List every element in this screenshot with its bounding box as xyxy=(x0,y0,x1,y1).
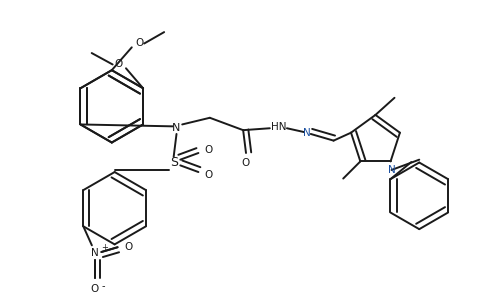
Text: O: O xyxy=(135,38,144,47)
Text: +: + xyxy=(101,243,108,252)
Text: HN: HN xyxy=(271,122,286,132)
Text: O: O xyxy=(205,170,213,180)
Text: N: N xyxy=(91,248,98,258)
Text: N: N xyxy=(303,128,311,138)
Text: O: O xyxy=(114,59,123,69)
Text: O: O xyxy=(242,158,250,168)
Text: S: S xyxy=(170,156,178,169)
Text: O: O xyxy=(205,145,213,155)
Text: N: N xyxy=(388,165,396,175)
Text: -: - xyxy=(101,281,105,291)
Text: N: N xyxy=(172,123,181,133)
Text: O: O xyxy=(91,284,99,293)
Text: O: O xyxy=(124,242,132,252)
